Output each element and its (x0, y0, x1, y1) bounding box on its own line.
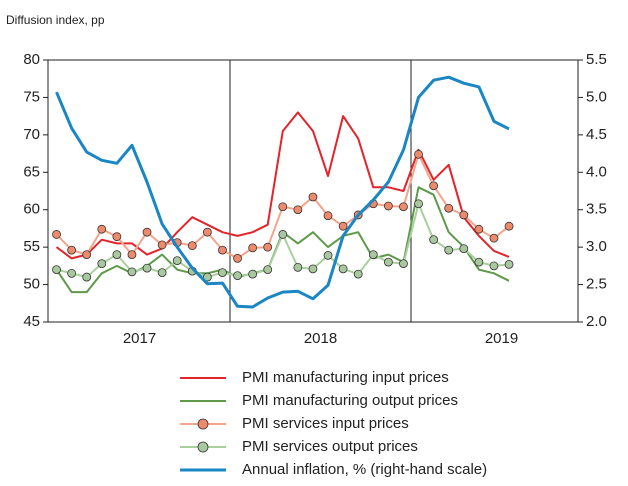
series-marker (67, 245, 77, 255)
y-tick-label: 45 (23, 313, 40, 330)
series-marker (429, 235, 439, 245)
legend-label: PMI services output prices (242, 438, 418, 455)
series-marker (97, 224, 107, 234)
series-marker (172, 256, 182, 266)
series-marker (157, 268, 167, 277)
y-tick-label: 55 (23, 238, 40, 255)
series-marker (504, 221, 514, 231)
y2-tick-label: 2.5 (586, 276, 607, 293)
series-marker (127, 250, 137, 260)
y2-tick-label: 3.5 (586, 201, 607, 218)
y-tick-label: 65 (23, 163, 40, 180)
x-tick-label: 2019 (485, 330, 518, 347)
series-marker (218, 268, 227, 277)
y2-tick-label: 5.0 (586, 88, 607, 105)
y-tick-label: 60 (23, 201, 40, 218)
series-marker (338, 221, 348, 231)
series-marker (399, 202, 408, 212)
series-marker (67, 268, 77, 278)
series-marker (444, 203, 454, 213)
y2-tick-label: 5.5 (586, 51, 607, 68)
series-marker (323, 211, 333, 221)
y-tick-label: 75 (23, 88, 40, 105)
series-marker (112, 250, 122, 260)
y2-tick-label: 3.0 (586, 238, 607, 255)
series-marker (489, 261, 499, 271)
legend-marker (197, 441, 209, 453)
legend-label: PMI manufacturing output prices (242, 392, 458, 409)
series-marker (202, 227, 212, 237)
series-marker (383, 257, 393, 267)
series-marker (202, 272, 212, 282)
series-marker (248, 243, 258, 253)
series-marker (308, 264, 318, 274)
series-marker (323, 250, 333, 260)
chart-subtitle: Diffusion index, pp (6, 13, 105, 27)
y-tick-label: 50 (23, 276, 40, 293)
series-marker (308, 192, 318, 202)
series-line (55, 75, 510, 309)
series-marker (383, 201, 393, 211)
series-marker (127, 267, 137, 277)
y-tick-label: 70 (23, 126, 40, 143)
plot-frame (47, 59, 579, 323)
series-marker (489, 233, 499, 243)
series-marker (112, 232, 122, 242)
y2-tick-label: 4.0 (586, 163, 607, 180)
series-marker (353, 269, 363, 279)
series-marker (52, 230, 61, 239)
series-marker (293, 205, 303, 215)
series-marker (233, 271, 242, 280)
series-marker (399, 259, 408, 269)
series-marker (82, 272, 92, 282)
series-marker (293, 262, 303, 272)
legend-label: PMI manufacturing input prices (242, 369, 449, 386)
series-marker (459, 210, 469, 220)
series-marker (504, 259, 514, 269)
series-marker (414, 199, 423, 209)
series-marker (278, 202, 288, 212)
y-tick-label: 80 (23, 51, 40, 68)
series-marker (142, 263, 152, 273)
series-marker (142, 227, 152, 237)
series-marker (218, 245, 227, 255)
series-marker (157, 240, 167, 250)
legend-marker (197, 418, 209, 430)
series-line (55, 111, 510, 260)
series-marker (474, 224, 484, 234)
series-marker (444, 245, 454, 255)
x-tick-label: 2017 (123, 330, 156, 347)
series-marker (414, 149, 423, 159)
legend-label: Annual inflation, % (right-hand scale) (242, 461, 487, 478)
series-marker (187, 241, 197, 251)
series-marker (82, 250, 92, 260)
series-marker (263, 242, 273, 252)
series-marker (459, 244, 469, 254)
series-marker (233, 253, 242, 263)
series-marker (52, 265, 61, 275)
series-marker (278, 230, 288, 239)
x-tick-label: 2018 (304, 330, 337, 347)
series-marker (474, 257, 484, 267)
series-marker (429, 181, 439, 191)
series-marker (338, 264, 348, 274)
series-marker (97, 259, 107, 269)
y2-tick-label: 2.0 (586, 313, 607, 330)
series-marker (248, 269, 258, 279)
series-marker (263, 265, 273, 275)
y2-tick-label: 4.5 (586, 126, 607, 143)
legend-label: PMI services input prices (242, 415, 409, 432)
series-marker (368, 250, 378, 260)
